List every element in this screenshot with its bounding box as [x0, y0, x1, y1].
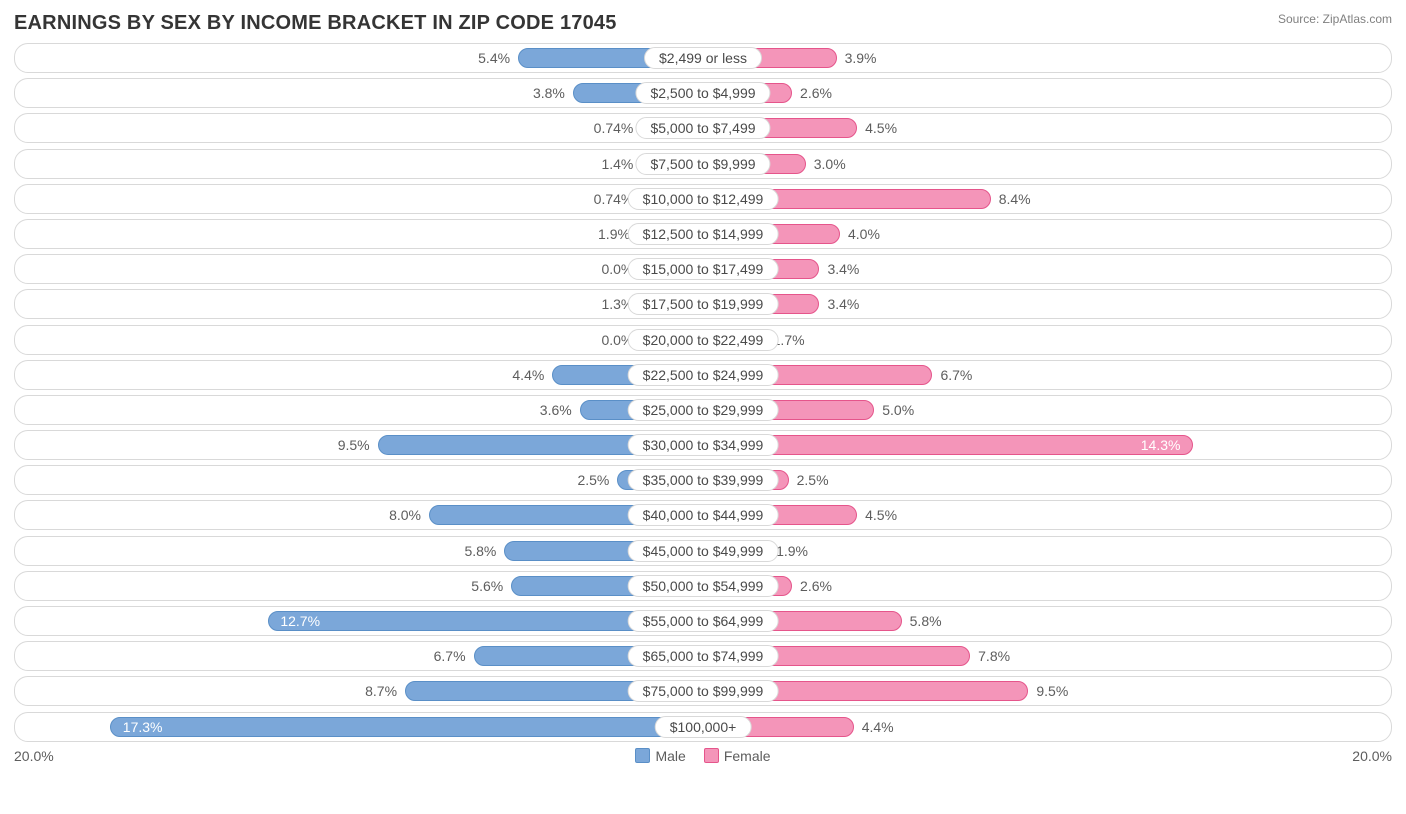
chart-body: 5.4% 3.9% $2,499 or less 3.8% 2.6% $2,500 to …	[14, 43, 1392, 742]
chart-row: 4.4% 6.7% $22,500 to $24,999	[14, 360, 1392, 390]
source-label: Source: ZipAtlas.com	[1278, 12, 1392, 26]
female-percent: 4.5%	[865, 507, 897, 523]
chart-container: EARNINGS BY SEX BY INCOME BRACKET IN ZIP…	[0, 0, 1406, 772]
chart-row: 5.8% 1.9%$45,000 to $49,999	[14, 536, 1392, 566]
chart-row: 0.0%1.7%$20,000 to $22,499	[14, 325, 1392, 355]
bracket-label: $75,000 to $99,999	[628, 680, 779, 702]
legend-female-label: Female	[724, 748, 771, 764]
male-percent: 8.0%	[389, 507, 421, 523]
female-percent: 3.0%	[814, 156, 846, 172]
female-percent: 8.4%	[999, 191, 1031, 207]
axis-left-max: 20.0%	[14, 748, 54, 764]
female-percent: 2.5%	[797, 472, 829, 488]
axis-right-max: 20.0%	[1352, 748, 1392, 764]
female-percent: 3.9%	[845, 50, 877, 66]
chart-row: 2.5% 2.5% $35,000 to $39,999	[14, 465, 1392, 495]
chart-title: EARNINGS BY SEX BY INCOME BRACKET IN ZIP…	[14, 12, 617, 35]
chart-row: 0.0%3.4%$15,000 to $17,499	[14, 254, 1392, 284]
bracket-label: $7,500 to $9,999	[635, 153, 770, 175]
chart-row: 8.0% 4.5% $40,000 to $44,999	[14, 500, 1392, 530]
male-percent: 5.6%	[471, 578, 503, 594]
chart-row: 1.4% 3.0% $7,500 to $9,999	[14, 149, 1392, 179]
bracket-label: $17,500 to $19,999	[628, 293, 779, 315]
female-percent: 4.5%	[865, 120, 897, 136]
chart-row: 3.6% 5.0% $25,000 to $29,999	[14, 395, 1392, 425]
male-percent: 0.74%	[594, 120, 634, 136]
female-percent: 1.9%	[776, 543, 808, 559]
female-percent: 2.6%	[800, 578, 832, 594]
male-percent: 1.9%	[598, 226, 630, 242]
female-percent: 2.6%	[800, 85, 832, 101]
bracket-label: $2,500 to $4,999	[635, 82, 770, 104]
bracket-label: $10,000 to $12,499	[628, 188, 779, 210]
bracket-label: $12,500 to $14,999	[628, 223, 779, 245]
bracket-label: $20,000 to $22,499	[628, 329, 779, 351]
bracket-label: $35,000 to $39,999	[628, 469, 779, 491]
bracket-label: $45,000 to $49,999	[628, 540, 779, 562]
male-percent: 5.8%	[464, 543, 496, 559]
male-percent: 6.7%	[434, 648, 466, 664]
chart-row: 0.74%8.4%$10,000 to $12,499	[14, 184, 1392, 214]
bracket-label: $5,000 to $7,499	[635, 117, 770, 139]
bracket-label: $55,000 to $64,999	[628, 610, 779, 632]
male-percent: 4.4%	[512, 367, 544, 383]
male-percent: 2.5%	[577, 472, 609, 488]
female-percent: 4.0%	[848, 226, 880, 242]
female-percent: 5.0%	[882, 402, 914, 418]
male-percent: 3.6%	[540, 402, 572, 418]
bracket-label: $100,000+	[655, 716, 752, 738]
bracket-label: $15,000 to $17,499	[628, 258, 779, 280]
bracket-label: $2,499 or less	[644, 47, 762, 69]
female-swatch	[704, 748, 719, 763]
male-percent: 12.7%	[280, 613, 320, 629]
bracket-label: $40,000 to $44,999	[628, 504, 779, 526]
female-percent: 4.4%	[862, 719, 894, 735]
bracket-label: $25,000 to $29,999	[628, 399, 779, 421]
legend-male: Male	[635, 748, 685, 764]
bracket-label: $22,500 to $24,999	[628, 364, 779, 386]
female-percent: 3.4%	[827, 296, 859, 312]
male-percent: 3.8%	[533, 85, 565, 101]
male-swatch	[635, 748, 650, 763]
female-percent: 9.5%	[1036, 683, 1068, 699]
chart-row: 17.3% 4.4% $100,000+	[14, 712, 1392, 742]
male-percent: 8.7%	[365, 683, 397, 699]
legend-male-label: Male	[655, 748, 685, 764]
female-percent: 14.3%	[1141, 437, 1181, 453]
male-bar	[110, 717, 703, 737]
bracket-label: $30,000 to $34,999	[628, 434, 779, 456]
male-percent: 5.4%	[478, 50, 510, 66]
legend: Male Female	[635, 748, 770, 764]
chart-row: 0.74% 4.5% $5,000 to $7,499	[14, 113, 1392, 143]
chart-footer: 20.0% Male Female 20.0%	[14, 748, 1392, 764]
header: EARNINGS BY SEX BY INCOME BRACKET IN ZIP…	[14, 12, 1392, 35]
male-percent: 1.4%	[601, 156, 633, 172]
chart-row: 3.8% 2.6% $2,500 to $4,999	[14, 78, 1392, 108]
female-percent: 5.8%	[910, 613, 942, 629]
female-percent: 7.8%	[978, 648, 1010, 664]
chart-row: 9.5% 14.3% $30,000 to $34,999	[14, 430, 1392, 460]
chart-row: 1.9% 4.0% $12,500 to $14,999	[14, 219, 1392, 249]
bracket-label: $50,000 to $54,999	[628, 575, 779, 597]
male-percent: 9.5%	[338, 437, 370, 453]
male-percent: 17.3%	[123, 719, 163, 735]
chart-row: 12.7% 5.8% $55,000 to $64,999	[14, 606, 1392, 636]
chart-row: 8.7% 9.5% $75,000 to $99,999	[14, 676, 1392, 706]
bracket-label: $65,000 to $74,999	[628, 645, 779, 667]
female-percent: 6.7%	[940, 367, 972, 383]
female-percent: 3.4%	[827, 261, 859, 277]
legend-female: Female	[704, 748, 771, 764]
chart-row: 6.7% 7.8% $65,000 to $74,999	[14, 641, 1392, 671]
chart-row: 1.3%3.4%$17,500 to $19,999	[14, 289, 1392, 319]
chart-row: 5.4% 3.9% $2,499 or less	[14, 43, 1392, 73]
chart-row: 5.6% 2.6% $50,000 to $54,999	[14, 571, 1392, 601]
